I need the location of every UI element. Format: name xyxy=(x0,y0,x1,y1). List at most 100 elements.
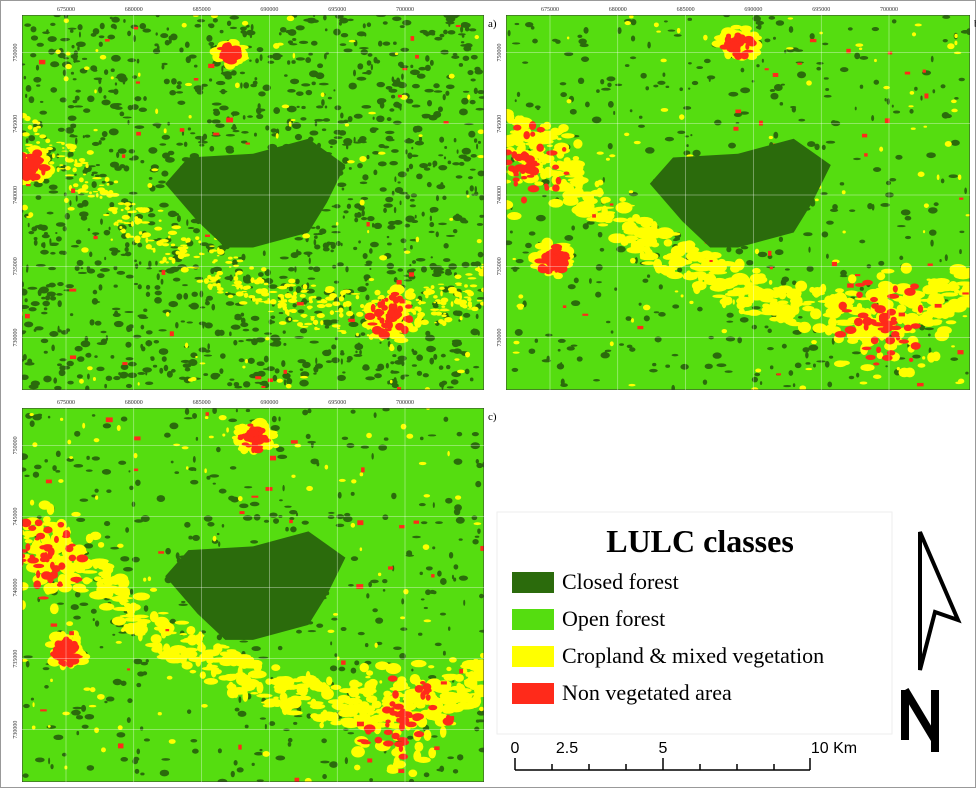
non-vegetated-patch xyxy=(18,169,23,176)
closed-forest-patch xyxy=(920,96,922,101)
closed-forest-patch xyxy=(152,123,161,127)
closed-forest-patch xyxy=(136,748,140,754)
cropland-patch xyxy=(329,293,337,298)
cropland-patch xyxy=(558,124,568,132)
closed-forest-patch xyxy=(355,350,357,353)
cropland-patch xyxy=(210,278,218,281)
closed-forest-patch xyxy=(387,117,392,121)
closed-forest-patch xyxy=(784,50,786,53)
closed-forest-patch xyxy=(400,106,402,111)
non-vegetated-patch xyxy=(393,297,399,304)
closed-forest-patch xyxy=(102,131,108,137)
cropland-patch xyxy=(950,305,953,309)
closed-forest-patch xyxy=(299,380,308,387)
cropland-patch xyxy=(228,257,233,260)
cropland-patch xyxy=(368,679,378,687)
cropland-patch xyxy=(423,290,432,295)
cropland-patch xyxy=(21,659,28,662)
cropland-patch xyxy=(242,21,248,26)
closed-forest-patch xyxy=(240,82,242,88)
closed-forest-patch xyxy=(378,41,382,47)
non-vegetated-patch xyxy=(3,537,11,543)
closed-forest-patch xyxy=(153,48,160,54)
closed-forest-patch xyxy=(88,165,95,167)
cropland-patch xyxy=(431,285,435,289)
closed-forest-patch xyxy=(288,371,292,373)
non-vegetated-patch xyxy=(537,127,545,133)
cropland-patch xyxy=(513,341,519,345)
cropland-patch xyxy=(455,282,462,284)
non-vegetated-patch xyxy=(544,185,549,190)
closed-forest-patch xyxy=(33,472,39,478)
cropland-patch xyxy=(175,621,189,625)
closed-forest-patch xyxy=(825,88,829,91)
closed-forest-patch xyxy=(78,272,87,274)
cropland-patch xyxy=(359,156,366,162)
closed-forest-patch xyxy=(456,175,463,178)
cropland-patch xyxy=(212,261,215,263)
cropland-patch xyxy=(304,323,312,325)
closed-forest-patch xyxy=(26,85,32,92)
non-vegetated-patch xyxy=(44,552,49,560)
non-vegetated-patch xyxy=(735,110,741,114)
closed-forest-patch xyxy=(48,416,50,419)
closed-forest-patch xyxy=(60,97,67,102)
closed-forest-patch xyxy=(630,56,636,59)
closed-forest-patch xyxy=(133,35,136,42)
cropland-patch xyxy=(438,319,444,324)
cropland-patch xyxy=(686,270,692,279)
cropland-patch xyxy=(786,47,793,49)
closed-forest-patch xyxy=(446,365,451,369)
closed-forest-patch xyxy=(615,84,622,86)
cropland-patch xyxy=(85,163,88,168)
cropland-patch xyxy=(138,382,140,386)
cropland-patch xyxy=(72,167,76,172)
cropland-patch xyxy=(71,512,80,517)
closed-forest-patch xyxy=(474,67,480,71)
closed-forest-patch xyxy=(807,141,815,147)
cropland-patch xyxy=(572,205,590,215)
closed-forest-patch xyxy=(442,196,446,200)
closed-forest-patch xyxy=(444,146,447,149)
closed-forest-patch xyxy=(746,260,753,265)
closed-forest-patch xyxy=(893,110,900,113)
closed-forest-patch xyxy=(421,598,425,600)
closed-forest-patch xyxy=(354,218,358,223)
cropland-patch xyxy=(118,725,123,730)
closed-forest-patch xyxy=(48,49,55,55)
closed-forest-patch xyxy=(127,31,131,37)
cropland-patch xyxy=(936,316,942,319)
cropland-patch xyxy=(609,154,615,157)
closed-forest-patch xyxy=(293,722,297,725)
cropland-patch xyxy=(416,299,420,301)
closed-forest-patch xyxy=(126,275,134,279)
non-vegetated-patch xyxy=(170,331,174,336)
closed-forest-patch xyxy=(696,66,703,69)
closed-forest-patch xyxy=(65,284,74,288)
closed-forest-patch xyxy=(54,14,61,17)
closed-forest-patch xyxy=(475,108,484,111)
closed-forest-patch xyxy=(294,266,296,272)
cropland-patch xyxy=(460,663,478,669)
closed-forest-patch xyxy=(110,547,119,550)
closed-forest-patch xyxy=(243,329,249,332)
closed-forest-patch xyxy=(289,517,294,520)
closed-forest-patch xyxy=(317,63,323,68)
cropland-patch xyxy=(168,236,170,239)
non-vegetated-patch xyxy=(415,55,419,59)
closed-forest-patch xyxy=(243,115,246,119)
closed-forest-patch xyxy=(210,268,214,274)
non-vegetated-patch xyxy=(845,326,857,334)
cropland-patch xyxy=(477,239,482,243)
cropland-patch xyxy=(139,231,142,235)
non-vegetated-patch xyxy=(372,326,383,335)
closed-forest-patch xyxy=(264,332,272,334)
closed-forest-patch xyxy=(463,313,470,318)
cropland-patch xyxy=(449,74,455,79)
closed-forest-patch xyxy=(342,187,345,190)
closed-forest-patch xyxy=(642,279,648,283)
closed-forest-patch xyxy=(247,115,253,118)
closed-forest-patch xyxy=(600,79,604,84)
closed-forest-patch xyxy=(69,152,73,157)
closed-forest-patch xyxy=(928,334,931,337)
